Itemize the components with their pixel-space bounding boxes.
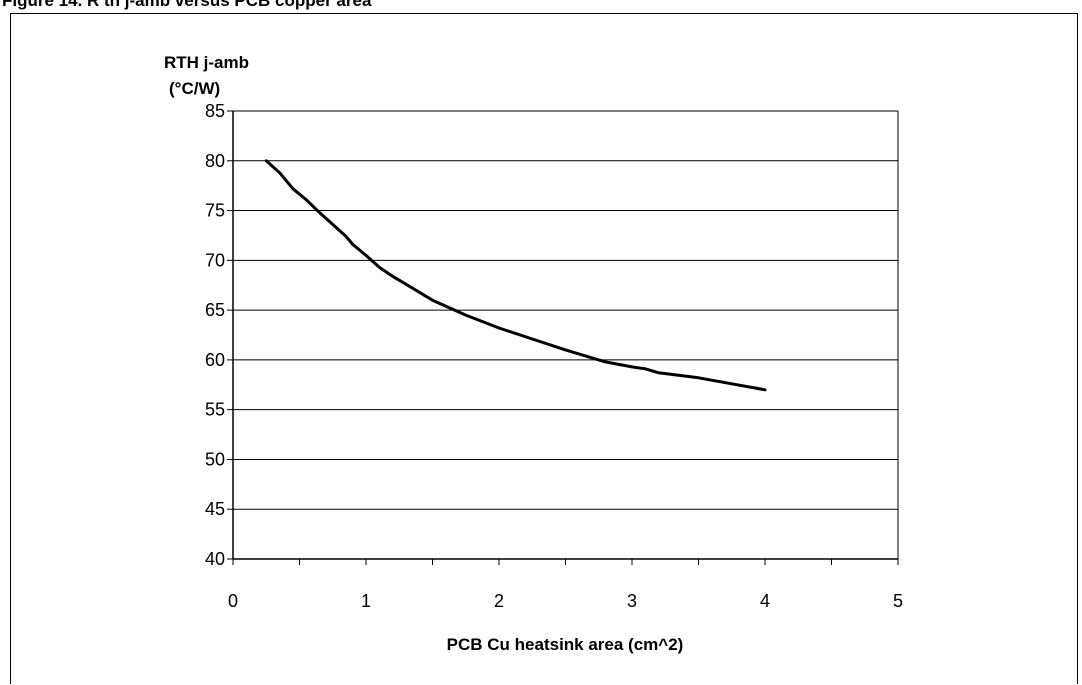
x-axis-title: PCB Cu heatsink area (cm^2) — [447, 635, 684, 654]
x-tick-label: 3 — [627, 591, 637, 611]
y-tick-label: 80 — [205, 151, 225, 171]
gridlines — [233, 110, 899, 559]
y-tick-label: 75 — [205, 201, 225, 221]
chart-frame: 40 45 50 55 60 65 70 75 80 85 0 1 2 3 4 5 RTH j-amb (°C… — [10, 13, 1078, 684]
y-tick-label: 60 — [205, 350, 225, 370]
x-tick-label: 5 — [893, 591, 903, 611]
y-tick-label: 85 — [205, 101, 225, 121]
x-tick-label: 0 — [228, 591, 238, 611]
axes — [227, 110, 899, 565]
y-axis-title-line-1: RTH j-amb — [164, 53, 249, 72]
rth-curve-line — [264, 159, 767, 392]
y-tick-label: 70 — [205, 250, 225, 270]
figure-caption-strip: Figure 14. R th j-amb versus PCB copper … — [0, 0, 1082, 14]
y-tick-label: 45 — [205, 499, 225, 519]
y-tick-label: 50 — [205, 449, 225, 469]
y-tick-label: 55 — [205, 400, 225, 420]
x-tick-label: 4 — [760, 591, 770, 611]
x-tick-label: 1 — [361, 591, 371, 611]
y-tick-label: 65 — [205, 300, 225, 320]
x-tick-label: 2 — [494, 591, 504, 611]
y-tick-label: 40 — [205, 549, 225, 569]
y-axis-title-line-2: (°C/W) — [169, 79, 220, 98]
series-lines — [264, 159, 767, 392]
figure-caption: Figure 14. R th j-amb versus PCB copper … — [2, 0, 372, 10]
